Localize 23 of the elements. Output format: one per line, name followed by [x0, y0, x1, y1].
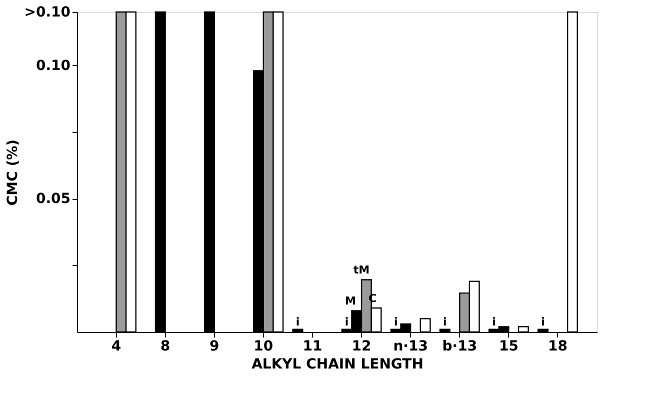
y-tick-label: 0.05: [36, 191, 70, 208]
annotation: tM: [353, 264, 370, 277]
x-tick-label: 11: [302, 338, 322, 354]
y-tick-label: >0.10: [24, 4, 71, 20]
x-tick-label: n·13: [393, 338, 428, 354]
x-tick-label: 4: [111, 338, 122, 354]
x-axis-title: ALKYL CHAIN LENGTH: [252, 356, 424, 372]
x-tick-label: 8: [160, 338, 170, 354]
data-label: i: [296, 315, 300, 328]
x-tick-label: 12: [352, 338, 372, 354]
data-label: i: [344, 315, 349, 328]
x-tick-label: 9: [209, 338, 220, 354]
y-tick-label: 0.10: [36, 58, 71, 74]
x-tick-label: 18: [548, 338, 568, 354]
data-label: i: [541, 315, 545, 328]
y-axis-title: CMC (%): [5, 139, 22, 206]
data-label: i: [394, 315, 398, 328]
data-label: i: [443, 315, 447, 328]
x-tick-label: 10: [254, 338, 274, 354]
x-tick-label: 15: [498, 338, 518, 354]
data-label: i: [492, 315, 496, 328]
annotation: M: [345, 294, 356, 308]
x-tick-label: b·13: [442, 338, 478, 354]
